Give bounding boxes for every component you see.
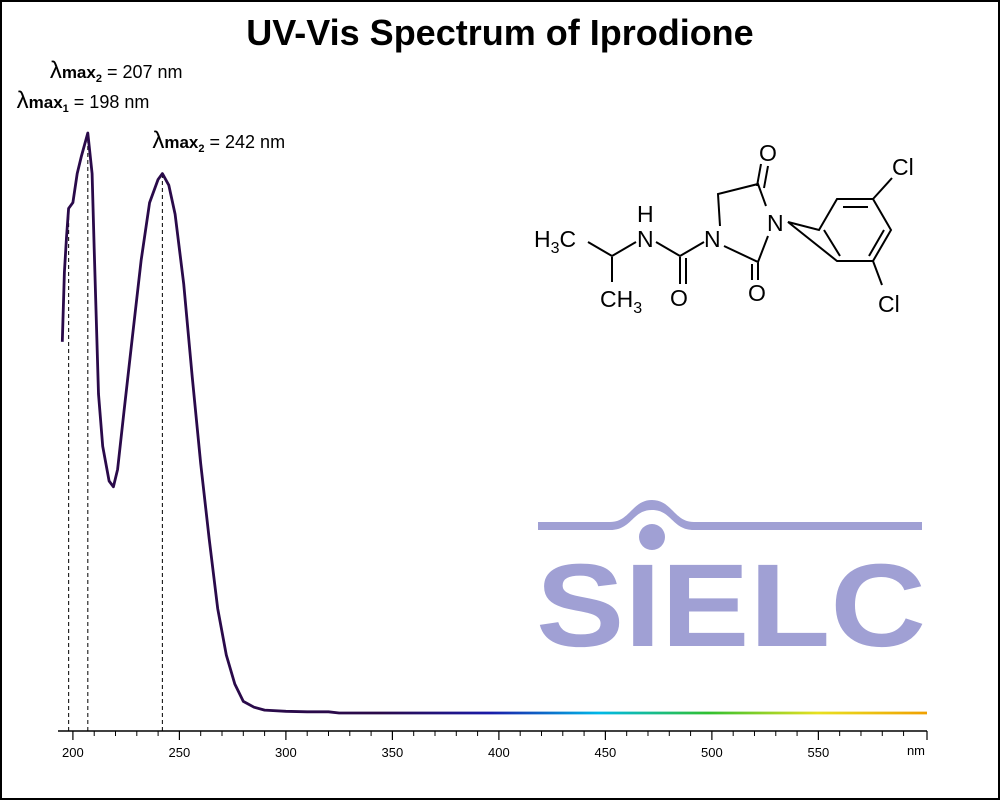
atom-label: Cl	[878, 291, 900, 317]
x-axis-label: nm	[907, 743, 925, 758]
x-tick-label: 500	[701, 745, 723, 760]
index: 1	[63, 103, 69, 115]
atom-label: O	[748, 280, 766, 306]
x-tick-label: 550	[808, 745, 830, 760]
x-tick-label: 350	[382, 745, 404, 760]
symbol: λ	[50, 57, 62, 84]
atom-label: O	[759, 140, 777, 166]
x-tick-label: 250	[169, 745, 191, 760]
value-text: = 242 nm	[210, 132, 286, 152]
atom-label: O	[670, 285, 688, 311]
x-tick-label: 400	[488, 745, 510, 760]
value-text: = 198 nm	[74, 92, 150, 112]
atom-label: Cl	[892, 154, 914, 180]
peak-label: λmax2 = 242 nm	[152, 127, 285, 155]
x-tick-label: 200	[62, 745, 84, 760]
subscript: max	[164, 133, 199, 152]
index: 2	[198, 143, 204, 155]
peak-label: λmax2 = 207 nm	[50, 57, 183, 85]
spectrum-line	[60, 131, 927, 715]
bonds	[587, 163, 893, 286]
logo-text: SIELC	[536, 540, 926, 672]
x-tick-label: 450	[595, 745, 617, 760]
peak-label: λmax1 = 198 nm	[17, 87, 150, 115]
logo: SIELC	[536, 500, 926, 672]
subscript: max	[29, 93, 64, 112]
symbol: λ	[17, 87, 29, 114]
value-text: = 207 nm	[107, 62, 183, 82]
atom-label: H3C	[534, 226, 576, 257]
atom-label: CH3	[600, 286, 642, 317]
symbol: λ	[152, 127, 164, 154]
atom-label: N	[704, 226, 721, 252]
subscript: max	[62, 63, 97, 82]
atom-label: N	[637, 226, 654, 252]
structure: H3C H N CH3 O N N O O Cl Cl	[534, 140, 914, 317]
chart-title: UV-Vis Spectrum of Iprodione	[246, 12, 753, 53]
x-tick-label: 300	[275, 745, 297, 760]
atom-label: H	[637, 201, 654, 227]
index: 2	[96, 73, 102, 85]
atom-label: N	[767, 210, 784, 236]
